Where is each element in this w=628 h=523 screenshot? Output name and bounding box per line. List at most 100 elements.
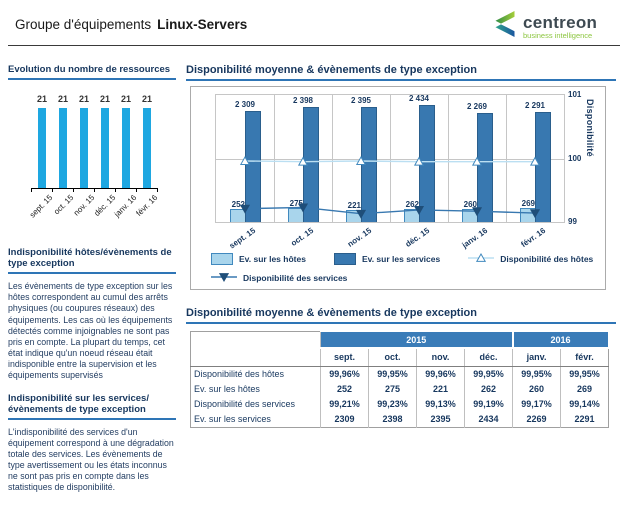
resources-bar	[38, 108, 46, 188]
table-value-cell: 99,95%	[463, 366, 513, 382]
host-events-bar	[520, 208, 536, 222]
y2-axis-title: Disponibilité	[585, 99, 595, 157]
host-events-bar	[404, 208, 420, 222]
resources-bar	[101, 108, 109, 188]
service-events-bar	[361, 106, 377, 222]
legend-label: Ev. sur les services	[361, 254, 441, 264]
host-events-bar	[462, 208, 478, 222]
host-availability-marker-icon	[468, 252, 495, 266]
service-events-bar	[535, 111, 551, 222]
table-value-cell: 99,95%	[512, 366, 561, 382]
table-row: Ev. sur les services 2309 2398 2395 2434 2269…	[191, 411, 609, 427]
resources-bar-value: 21	[99, 94, 110, 104]
service-events-bar	[303, 106, 319, 222]
resources-axis-tick	[52, 188, 53, 192]
resources-bar	[122, 108, 130, 188]
resources-axis-tick	[157, 188, 158, 192]
table-month-cell: oct.	[368, 348, 417, 367]
table-value-cell: 2291	[560, 411, 609, 427]
table-row-label: Ev. sur les services	[194, 414, 271, 424]
host-events-bar	[288, 207, 304, 222]
services-unavailability-heading: Indisponibilité sur les services/ évènem…	[8, 393, 176, 420]
table-value-cell: 2309	[320, 411, 369, 427]
service-events-bar	[477, 112, 493, 222]
resources-axis-tick	[136, 188, 137, 192]
service-events-bar	[245, 111, 261, 222]
resources-axis-tick	[94, 188, 95, 192]
table-value-cell: 2269	[512, 411, 561, 427]
host-events-value: 275	[289, 198, 303, 208]
y2-axis-tick: 99	[568, 217, 577, 226]
service-events-value: 2 434	[408, 94, 430, 104]
table-value-cell: 252	[320, 381, 369, 397]
plot-gridline-h	[216, 158, 564, 160]
resources-bar-value: 21	[78, 94, 89, 104]
table-row-label: Ev. sur les hôtes	[194, 384, 260, 394]
table-row: Disponibilité des hôtes 99,96% 99,95% 99,96…	[191, 366, 609, 382]
table-month-cell: déc.	[463, 348, 513, 367]
table-corner-cell	[190, 348, 321, 367]
service-events-value: 2 398	[292, 95, 314, 105]
availability-table: 2015 2016 sept. oct. nov. déc. janv. févr. Dispo…	[190, 330, 610, 428]
hosts-unavailability-text: Les évènements de type exception sur les…	[8, 281, 173, 381]
legend-item: Ev. sur les hôtes	[211, 253, 306, 265]
table-month-cell: févr.	[560, 348, 609, 367]
availability-chart: 2 309 252 2 398 275 2 395 221 2 434 262 2 269 260…	[190, 86, 606, 290]
centreon-logo-icon	[487, 8, 519, 45]
page-title-group: Linux-Servers	[157, 17, 248, 32]
resources-axis-tick	[115, 188, 116, 192]
table-value-cell: 262	[463, 381, 513, 397]
host-events-value: 252	[231, 200, 245, 209]
table-month-cell: nov.	[416, 348, 465, 367]
service-events-value: 2 291	[524, 100, 546, 110]
hosts-unavailability-heading: Indisponibilité hôtes/évènements de type…	[8, 247, 176, 274]
table-year-row: 2015 2016	[190, 330, 610, 349]
resources-axis-tick	[31, 188, 32, 192]
resources-bar-value: 21	[36, 94, 47, 104]
table-year-cell: 2015	[319, 330, 514, 349]
table-value-cell: 99,23%	[368, 396, 417, 412]
resources-bar	[59, 108, 67, 188]
chart-legend-row: Ev. sur les hôtes Ev. sur les services Dis…	[211, 252, 593, 266]
service-events-bar	[419, 105, 435, 222]
table-value-cell: 221	[416, 381, 465, 397]
table-value-cell: 99,95%	[560, 366, 609, 382]
table-value-cell: 2434	[463, 411, 513, 427]
page-title-prefix: Groupe d'équipements	[15, 17, 152, 32]
host-events-value: 269	[521, 199, 535, 209]
resources-bar	[143, 108, 151, 188]
service-availability-marker-icon	[211, 271, 237, 285]
host-events-value: 221	[347, 201, 361, 211]
table-corner-cell	[190, 331, 321, 348]
service-events-swatch	[333, 253, 356, 265]
table-value-cell: 99,14%	[560, 396, 609, 412]
host-events-value: 262	[405, 199, 419, 209]
logo-tagline: business intelligence	[523, 30, 593, 40]
table-value-cell: 269	[560, 381, 609, 397]
service-events-value: 2 395	[350, 95, 372, 105]
resources-axis-tick	[73, 188, 74, 192]
table-value-cell: 99,95%	[368, 366, 417, 382]
service-events-value: 2 269	[466, 101, 488, 111]
resources-bar-value: 21	[120, 94, 131, 104]
legend-item: Disponibilité des services	[211, 271, 347, 285]
legend-item: Ev. sur les services	[333, 253, 441, 265]
legend-item: Disponibilité des hôtes	[468, 252, 593, 266]
services-unavailability-text: L'indisponibilité des services d'un équi…	[8, 426, 174, 493]
table-month-cell: janv.	[512, 348, 561, 367]
table-row-label: Disponibilité des services	[194, 399, 296, 409]
availability-table-wrap: 2015 2016 sept. oct. nov. déc. janv. févr. Dispo…	[190, 330, 616, 428]
legend-label: Disponibilité des hôtes	[500, 254, 594, 264]
y2-axis-tick: 100	[568, 153, 582, 163]
main-content: Disponibilité moyenne & évènements de ty…	[186, 64, 616, 428]
chart-legend-row: Disponibilité des services	[211, 271, 347, 285]
resources-chart-title: Evolution du nombre de ressources	[8, 64, 176, 80]
y2-axis-tick: 101	[568, 90, 582, 99]
table-value-cell: 99,96%	[320, 366, 369, 382]
host-events-swatch	[211, 253, 233, 265]
resources-bar-value: 21	[141, 94, 152, 104]
table-value-cell: 99,21%	[320, 396, 369, 412]
centreon-logo: centreon business intelligence	[487, 8, 597, 45]
resources-bar-value: 21	[57, 94, 68, 104]
